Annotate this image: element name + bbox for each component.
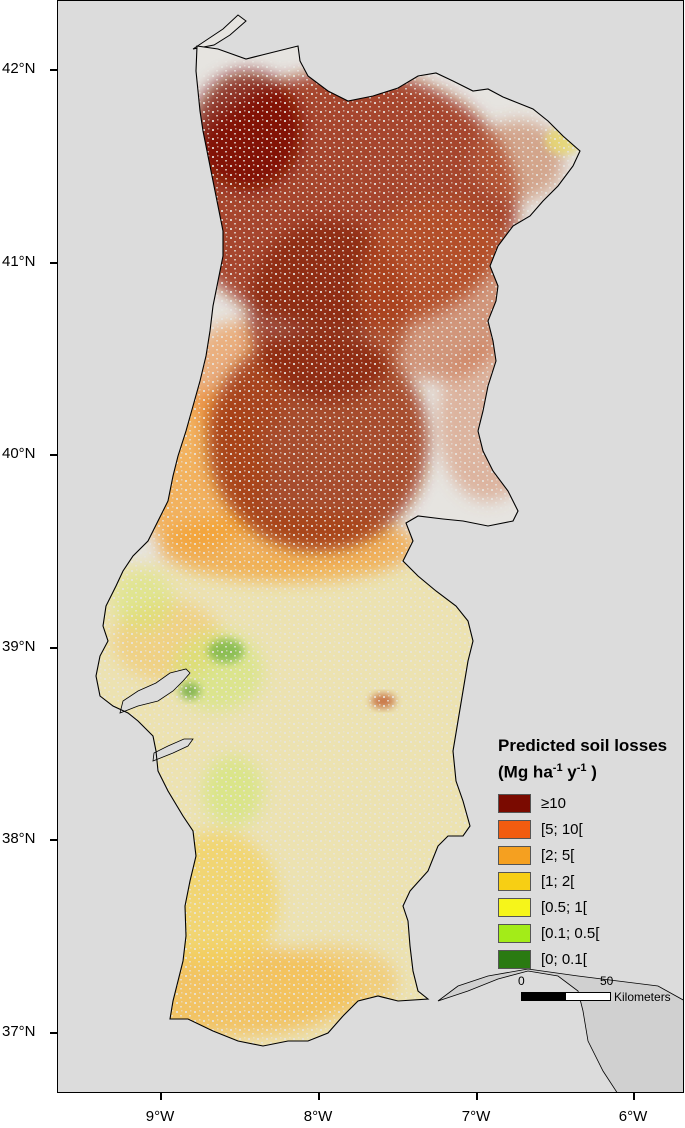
legend-title-line1: Predicted soil losses (498, 736, 668, 755)
lon-tick (160, 1093, 162, 1100)
lat-label-42: 42°N (2, 60, 36, 77)
legend-label: [5; 10[ (541, 821, 583, 838)
scale-start-label: 0 (518, 974, 525, 988)
unit-prefix: (Mg ha (498, 762, 553, 782)
unit-exponent-2: -1 (576, 762, 587, 774)
legend-label: [0.5; 1[ (541, 899, 587, 916)
scale-unit-label: Kilometers (614, 990, 671, 1004)
lon-label-8w: 8°W (303, 1108, 333, 1125)
legend-label: [1; 2[ (541, 873, 575, 890)
legend-swatch (498, 950, 531, 969)
legend-title-unit: (Mg ha-1 y-1 ) (498, 757, 667, 784)
lon-tick (318, 1093, 320, 1100)
legend-swatch (498, 820, 531, 839)
legend-item-1-2: [1; 2[ (498, 872, 574, 891)
scale-segment (566, 993, 610, 1000)
lon-tick (476, 1093, 478, 1100)
legend-swatch (498, 924, 531, 943)
lon-label-9w: 9°W (145, 1108, 175, 1125)
soil-loss-map (95, 14, 683, 1092)
legend-item-01-05: [0.1; 0.5[ (498, 924, 599, 943)
lat-label-41: 41°N (2, 253, 36, 270)
legend-item-5-10: [5; 10[ (498, 820, 583, 839)
tagus-estuary (119, 668, 191, 714)
legend-item-ge10: ≥10 (498, 794, 566, 813)
legend-label: [2; 5[ (541, 847, 575, 864)
legend-item-05-1: [0.5; 1[ (498, 898, 587, 917)
lon-label-7w: 7°W (461, 1108, 491, 1125)
lat-tick (50, 262, 57, 264)
unit-suffix: ) (591, 762, 597, 782)
lat-tick (50, 839, 57, 841)
lat-tick (50, 647, 57, 649)
lat-tick (50, 69, 57, 71)
unit-exponent-1: -1 (552, 762, 563, 774)
spain-coast-feature (437, 968, 683, 1092)
legend-swatch (498, 794, 531, 813)
legend-swatch (498, 898, 531, 917)
legend-swatch (498, 846, 531, 865)
legend-title: Predicted soil losses (Mg ha-1 y-1 ) (498, 735, 667, 784)
map-frame (57, 0, 684, 1093)
lat-tick (50, 454, 57, 456)
unit-mid: y (567, 762, 577, 782)
lat-label-39: 39°N (2, 638, 36, 655)
lat-label-37: 37°N (2, 1023, 36, 1040)
scale-bar (521, 992, 611, 1001)
lon-tick (633, 1093, 635, 1100)
lat-label-40: 40°N (2, 445, 36, 462)
legend-swatch (498, 872, 531, 891)
northern-coast-feature (192, 14, 247, 50)
scale-segment (544, 993, 566, 1000)
legend-item-2-5: [2; 5[ (498, 846, 574, 865)
lat-tick (50, 1032, 57, 1034)
legend-label: ≥10 (541, 795, 566, 812)
scale-end-label: 50 (600, 974, 614, 988)
legend-item-0-01: [0; 0.1[ (498, 950, 587, 969)
scale-segment (522, 993, 544, 1000)
legend-label: [0.1; 0.5[ (541, 925, 600, 942)
lat-label-38: 38°N (2, 830, 36, 847)
legend-label: [0; 0.1[ (541, 951, 587, 968)
lon-label-6w: 6°W (618, 1108, 648, 1125)
